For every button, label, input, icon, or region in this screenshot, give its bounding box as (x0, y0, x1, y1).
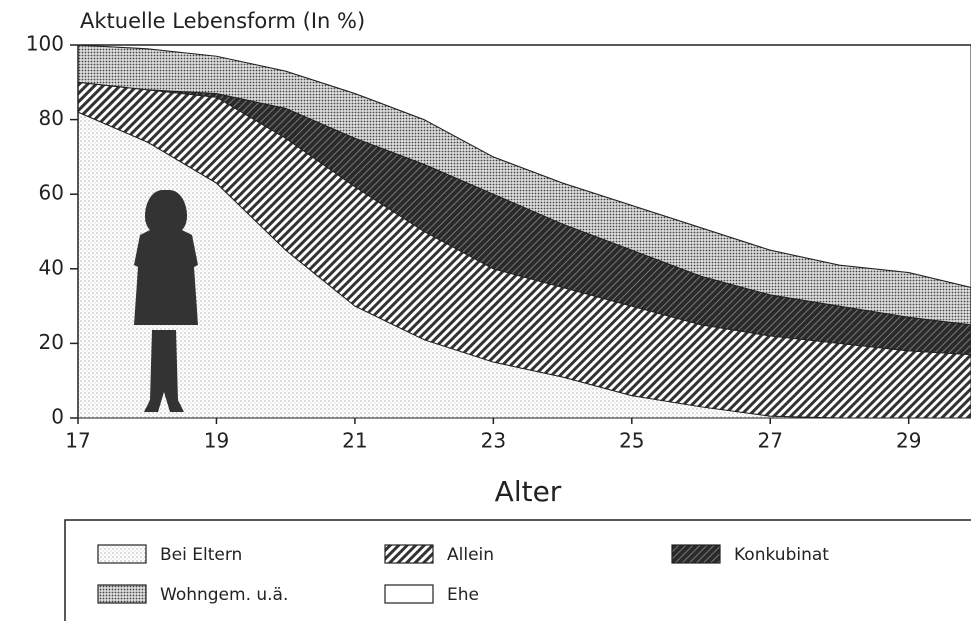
x-tick-label: 25 (619, 429, 644, 453)
legend-label: Allein (447, 545, 494, 565)
legend-label: Wohngem. u.ä. (160, 585, 288, 605)
legend-swatch (98, 585, 146, 603)
x-tick-label: 29 (896, 429, 921, 453)
legend-label: Bei Eltern (160, 545, 242, 565)
legend-swatch (98, 545, 146, 563)
y-tick-label: 100 (26, 32, 64, 56)
y-tick-label: 60 (39, 181, 64, 205)
y-tick-label: 80 (39, 106, 64, 130)
legend-frame (65, 520, 971, 621)
legend-swatch (385, 585, 433, 603)
chart-title: Aktuelle Lebensform (In %) (80, 9, 365, 33)
x-tick-label: 21 (342, 429, 367, 453)
y-tick-label: 40 (39, 255, 64, 279)
plot-area (78, 45, 971, 418)
chart: Aktuelle Lebensform (In %) Alter 0 20 40 60… (0, 0, 971, 621)
legend-label: Konkubinat (734, 545, 829, 565)
legend-swatch (672, 545, 720, 563)
legend-label: Ehe (447, 585, 479, 605)
x-tick-label: 17 (65, 429, 90, 453)
y-tick-label: 20 (39, 330, 64, 354)
x-tick-label: 23 (481, 429, 506, 453)
x-tick-label: 27 (758, 429, 783, 453)
x-axis-label: Alter (495, 475, 562, 508)
legend-swatch (385, 545, 433, 563)
x-tick-label: 19 (204, 429, 229, 453)
y-tick-label: 0 (51, 405, 64, 429)
